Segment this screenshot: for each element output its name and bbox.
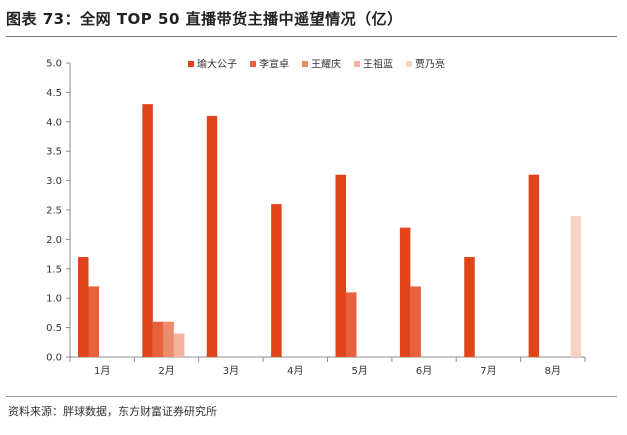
- y-axis: 0.0 0.5 1.0 1.5 2.0 2.5 3.0 3.5 4.0 4.5 5.0: [46, 59, 71, 364]
- x-tick-label: 4月: [287, 365, 303, 377]
- y-tick-label: 3.5: [46, 147, 62, 158]
- bar-1-2月: [142, 104, 153, 357]
- x-tick-label: 5月: [352, 365, 368, 377]
- y-tick-label: 0.0: [46, 353, 62, 364]
- y-tick-label: 1.5: [46, 264, 62, 275]
- legend-swatch: [354, 61, 360, 67]
- y-tick-label: 1.0: [46, 294, 62, 305]
- y-tick-label: 3.0: [46, 176, 62, 187]
- bar-1-8月: [528, 174, 540, 357]
- bar-3-2月: [163, 321, 174, 357]
- title-divider: [6, 36, 617, 37]
- y-tick-label: 4.0: [46, 117, 62, 128]
- bar-2-5月: [346, 292, 357, 357]
- legend-label: 李宣卓: [259, 58, 289, 71]
- x-tick-label: 1月: [94, 365, 110, 377]
- x-tick-label: 2月: [158, 365, 174, 377]
- footer-divider: [6, 396, 617, 397]
- y-tick-label: 4.5: [46, 88, 62, 99]
- bar-2-1月: [88, 286, 99, 357]
- y-tick-label: 2.5: [46, 206, 62, 217]
- source-note: 资料来源：胖球数据，东方财富证券研究所: [8, 405, 217, 418]
- bar-1-4月: [271, 204, 282, 357]
- bar-1-6月: [399, 227, 411, 357]
- bar-4-2月: [173, 333, 185, 357]
- x-tick-label: 6月: [416, 365, 432, 377]
- y-tick-label: 2.0: [46, 235, 62, 246]
- x-axis: 1月 2月 3月 4月 5月 6月 7月 8月: [69, 356, 586, 377]
- legend: 瑜大公子 李宣卓 王耀庆 王祖蓝 贾乃亮: [188, 58, 445, 71]
- x-tick-label: 8月: [545, 365, 561, 377]
- y-tick-label: 5.0: [46, 59, 62, 70]
- legend-label: 王祖蓝: [363, 58, 393, 71]
- y-tick-label: 0.5: [46, 323, 62, 334]
- legend-swatch: [302, 61, 308, 67]
- bar-chart: 0.0 0.5 1.0 1.5 2.0 2.5 3.0 3.5 4.0 4.5 5.0 1月 2月 3月…: [46, 58, 586, 377]
- legend-label: 贾乃亮: [415, 58, 445, 71]
- bar-1-7月: [464, 257, 475, 357]
- bar-1-5月: [335, 174, 346, 357]
- x-tick-label: 7月: [480, 365, 496, 377]
- bar-2-6月: [410, 286, 421, 357]
- legend-label: 瑜大公子: [197, 58, 237, 71]
- legend-label: 王耀庆: [311, 58, 341, 71]
- legend-swatch: [188, 61, 194, 67]
- bars-layer: [78, 104, 582, 357]
- bar-1-3月: [206, 115, 218, 357]
- x-tick-label: 3月: [223, 365, 239, 377]
- legend-swatch: [406, 61, 412, 67]
- bar-2-2月: [152, 321, 164, 357]
- legend-swatch: [250, 61, 256, 67]
- bar-1-1月: [78, 257, 89, 357]
- bar-5-8月: [570, 215, 582, 357]
- chart-title: 图表 73：全网 TOP 50 直播带货主播中遥望情况（亿）: [6, 10, 403, 28]
